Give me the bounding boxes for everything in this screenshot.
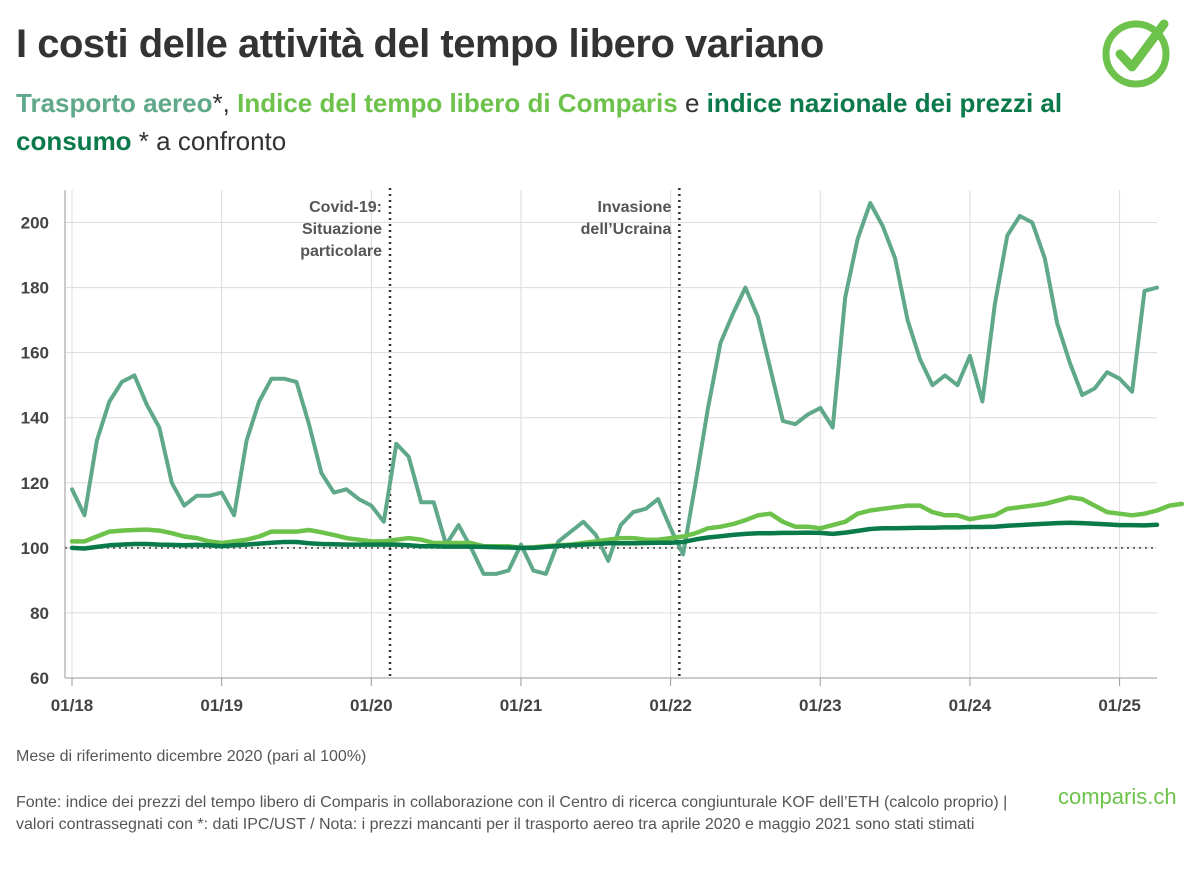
chart-subtitle: Trasporto aereo*, Indice del tempo liber… <box>16 84 1076 160</box>
subtitle-part: Trasporto aereo <box>16 88 213 118</box>
subtitle-part: Indice del tempo libero di Comparis <box>237 88 678 118</box>
source-note: Fonte: indice dei prezzi del tempo liber… <box>16 794 1008 833</box>
reference-note: Mese di riferimento dicembre 2020 (pari … <box>16 748 367 765</box>
brand-logo: comparis.ch <box>1058 784 1177 809</box>
series-line-cpi <box>69 520 1160 551</box>
x-tick-label: 01/22 <box>649 696 692 715</box>
y-tick-label: 160 <box>21 344 49 363</box>
subtitle-part: indice nazionale dei prezzi al consumo <box>16 88 1063 156</box>
chart-title: I costi delle attività del tempo libero … <box>16 22 824 66</box>
event-markers: Covid-19: Situazione particolare Invasione d… <box>300 188 681 678</box>
y-tick-label: 180 <box>21 279 49 298</box>
x-tick-label: 01/23 <box>799 696 842 715</box>
subtitle-part: * a confronto <box>131 126 287 156</box>
series-line-leisure-index <box>69 495 1185 551</box>
y-tick-label: 140 <box>21 409 49 428</box>
x-tick-label: 01/24 <box>949 696 992 715</box>
checkmark-circle-icon <box>1102 19 1170 88</box>
y-tick-label: 80 <box>30 604 49 623</box>
x-tick-label: 01/21 <box>500 696 543 715</box>
y-tick-label: 120 <box>21 474 49 493</box>
x-tick-label: 01/25 <box>1098 696 1141 715</box>
x-tick-label: 01/20 <box>350 696 393 715</box>
event-label: Invasione <box>598 199 672 216</box>
subtitle-part: e <box>677 88 707 118</box>
x-tick-label: 01/19 <box>200 696 243 715</box>
series-line-air-transport <box>70 201 1159 576</box>
series-lines <box>69 201 1185 576</box>
y-tick-label: 200 <box>21 214 49 233</box>
y-tick-label: 60 <box>30 669 49 688</box>
event-label: Situazione <box>302 221 382 238</box>
event-label: particolare <box>300 243 382 260</box>
axes: 60 80 100 120 140 160 180 200 01/18 01/19 01/20 01/… <box>21 190 1157 715</box>
event-label: Covid-19: <box>309 199 382 216</box>
event-label: dell’Ucraina <box>581 221 672 238</box>
subtitle-part: *, <box>212 88 238 118</box>
gridlines <box>65 190 1157 679</box>
y-tick-label: 100 <box>21 539 49 558</box>
x-tick-label: 01/18 <box>51 696 94 715</box>
